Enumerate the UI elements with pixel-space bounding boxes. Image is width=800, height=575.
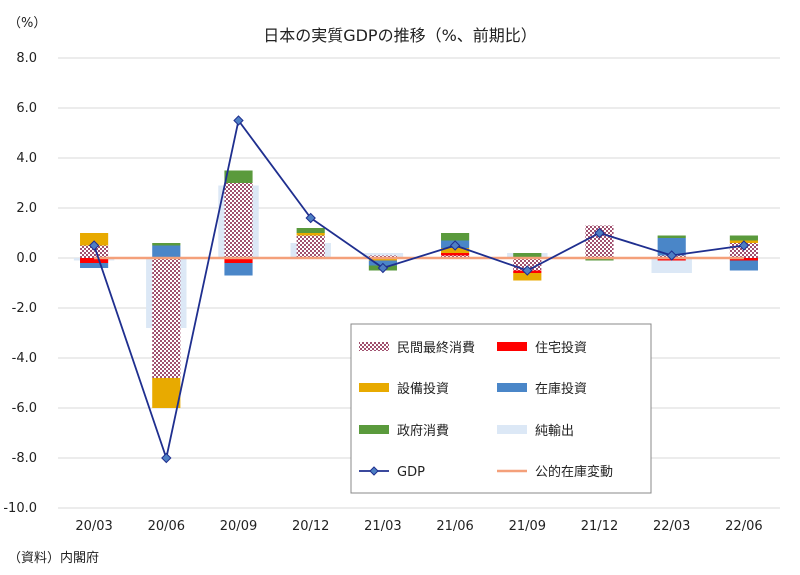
y-tick-label: 0.0 bbox=[16, 251, 37, 266]
legend-swatch bbox=[359, 342, 389, 351]
legend-swatch bbox=[497, 425, 527, 434]
bar-segment bbox=[513, 253, 542, 258]
legend-label: 民間最終消費 bbox=[397, 340, 475, 356]
legend-marker bbox=[369, 466, 379, 476]
y-axis-unit-label: （%） bbox=[8, 16, 46, 31]
x-tick-label: 22/03 bbox=[653, 519, 690, 534]
bar-segment bbox=[441, 253, 470, 256]
x-tick-label: 22/06 bbox=[725, 519, 762, 534]
bar-segment bbox=[152, 243, 181, 246]
legend-swatch bbox=[497, 383, 527, 392]
bar-segment bbox=[296, 233, 325, 236]
legend-label: 設備投資 bbox=[397, 381, 449, 397]
gdp-point bbox=[738, 240, 750, 251]
x-tick-label: 20/03 bbox=[75, 519, 112, 534]
x-tick-label: 21/12 bbox=[581, 519, 618, 534]
legend-swatch bbox=[497, 342, 527, 351]
gdp-point bbox=[666, 250, 677, 261]
legend-swatch bbox=[359, 383, 389, 392]
y-tick-label: 8.0 bbox=[16, 51, 37, 66]
y-tick-label: -6.0 bbox=[12, 401, 37, 416]
y-tick-label: -8.0 bbox=[12, 451, 37, 466]
gdp-point bbox=[377, 262, 389, 274]
bar-segment bbox=[513, 273, 542, 281]
legend-swatch bbox=[359, 425, 389, 434]
y-tick-label: 6.0 bbox=[16, 101, 37, 116]
bar-segment bbox=[224, 170, 253, 183]
bar-segment bbox=[296, 235, 325, 258]
gdp-point bbox=[449, 240, 461, 251]
source-note: （資料）内閣府 bbox=[8, 550, 99, 566]
gdp-point bbox=[161, 452, 172, 464]
bar-segment bbox=[729, 235, 758, 241]
bar-segment bbox=[657, 238, 686, 256]
bar-segment bbox=[729, 260, 758, 271]
y-tick-label: 2.0 bbox=[16, 201, 37, 216]
gdp-point bbox=[305, 212, 316, 224]
gdp-point bbox=[88, 240, 100, 251]
bar-segment bbox=[80, 258, 109, 263]
gdp-point bbox=[594, 227, 605, 239]
bar-segment bbox=[224, 263, 253, 276]
legend-label: 純輸出 bbox=[535, 424, 574, 439]
x-tick-label: 20/09 bbox=[220, 519, 257, 534]
legend-label: GDP bbox=[397, 465, 425, 480]
y-tick-label: 4.0 bbox=[16, 151, 37, 166]
bar-segment bbox=[80, 233, 109, 246]
bar-segment bbox=[152, 245, 181, 258]
x-tick-label: 21/03 bbox=[364, 519, 401, 534]
legend-label: 政府消費 bbox=[397, 424, 449, 439]
bar-segment bbox=[224, 258, 253, 263]
bar-segment bbox=[441, 233, 470, 241]
bar-segment bbox=[296, 228, 325, 233]
legend-label: 在庫投資 bbox=[535, 381, 587, 397]
gdp-point bbox=[233, 115, 244, 126]
x-tick-label: 21/06 bbox=[436, 519, 473, 534]
y-tick-label: -10.0 bbox=[3, 501, 37, 516]
bar-segment bbox=[80, 263, 109, 268]
bar-segment bbox=[224, 183, 253, 258]
chart-title: 日本の実質GDPの推移（%、前期比） bbox=[263, 26, 537, 45]
bar-segment bbox=[657, 235, 686, 238]
x-tick-label: 20/12 bbox=[292, 519, 329, 534]
bar-net-exports bbox=[651, 258, 692, 273]
legend-box bbox=[350, 323, 652, 494]
bar-segment bbox=[152, 258, 181, 378]
y-tick-label: -4.0 bbox=[12, 351, 37, 366]
y-tick-label: -2.0 bbox=[12, 301, 37, 316]
x-tick-label: 20/06 bbox=[148, 519, 185, 534]
gdp-point bbox=[522, 265, 533, 276]
x-tick-label: 21/09 bbox=[509, 519, 546, 534]
gdp-line bbox=[93, 118, 745, 462]
bar-segment bbox=[80, 245, 109, 258]
bar-segment bbox=[152, 378, 181, 408]
legend-label: 住宅投資 bbox=[535, 340, 587, 356]
legend-label: 公的在庫変動 bbox=[535, 464, 613, 480]
